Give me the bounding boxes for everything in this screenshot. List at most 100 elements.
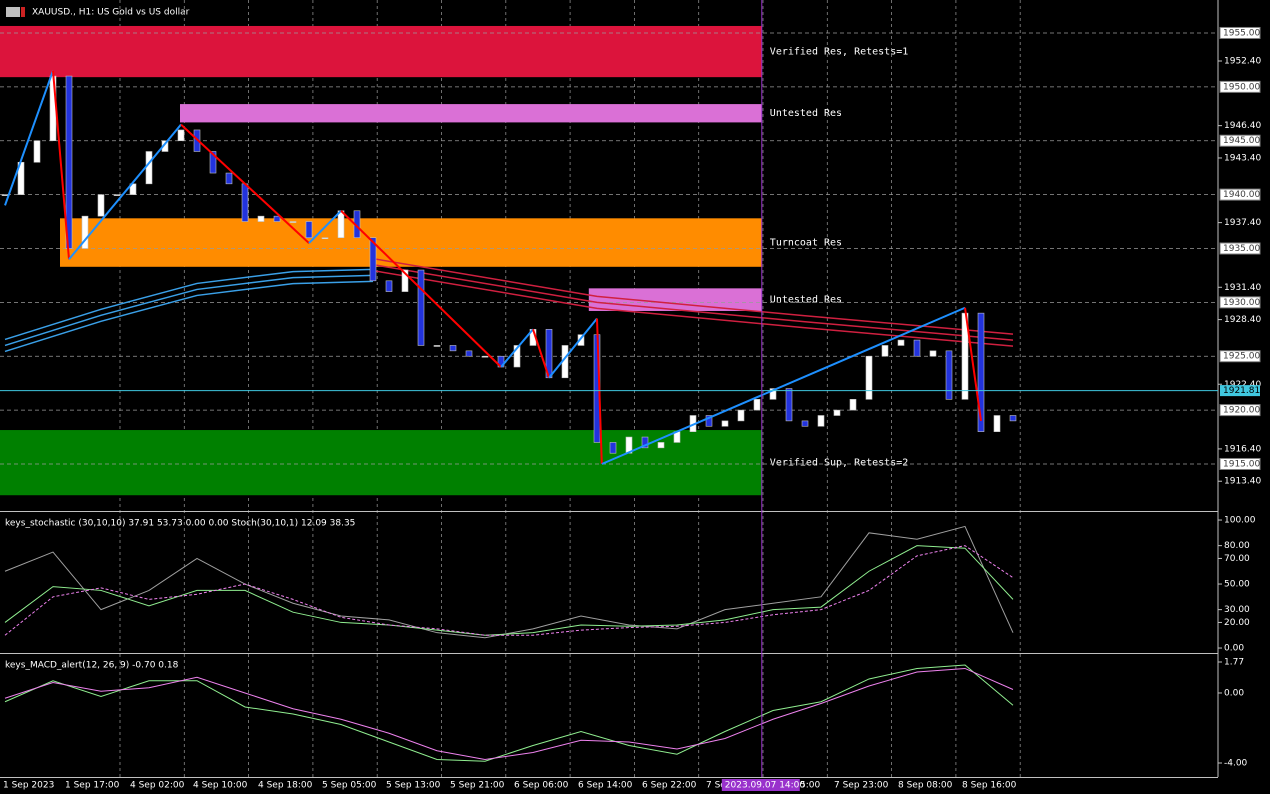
zigzag-segment [340,210,502,368]
candle [209,151,217,174]
indicator-line [4,268,374,341]
candle [849,399,857,411]
y-tick-label: -4.00 [1224,758,1248,768]
candle [65,75,73,249]
candle [705,415,713,427]
y-tick-label: 1928.40 [1224,315,1261,325]
level-box [1219,457,1261,470]
x-tick-label: 8 Sep 16:00 [962,781,1017,791]
candle [401,269,409,292]
candle [97,194,105,217]
candle [273,215,281,222]
candle [993,415,1001,432]
candle [737,409,745,422]
candle [497,355,505,368]
candle [929,350,937,357]
indicator-line [4,525,1014,639]
level-label: 1935.00 [1223,244,1260,254]
y-tick-label: 50.00 [1224,580,1250,590]
zigzag-segment [180,123,310,244]
crosshair-time-label: 2023.09.07 14:00 [725,781,806,791]
x-tick-label: 1 Sep 17:00 [65,781,120,791]
candle [753,399,761,411]
y-tick-label: 80.00 [1224,541,1250,551]
x-tick-label: 4 Sep 02:00 [130,781,185,791]
zigzag-segment [532,328,550,379]
zigzag-segment [52,70,70,260]
indicator-line [4,274,374,347]
zone-label: Untested Res [770,108,842,119]
zigzag-segment [964,307,982,422]
level-label: 1915.00 [1223,459,1260,469]
x-tick-label: 6 Sep 22:00 [642,781,697,791]
level-label: 1950.00 [1223,82,1260,92]
x-tick-label: 7 Se [706,781,726,791]
candle [641,436,649,449]
indicator-line [372,269,1014,347]
candle [977,312,985,432]
level-box [1219,188,1261,201]
zigzag-segment [596,318,603,465]
x-tick-label: 7 Sep 23:00 [834,781,889,791]
candle [817,415,825,427]
candle [785,388,793,422]
zone-label: Verified Res, Retests=1 [770,47,908,58]
candle [1,194,9,196]
y-tick-label: 70.00 [1224,554,1250,564]
y-tick-label: 1952.40 [1224,56,1261,66]
level-label: 1925.00 [1223,352,1260,362]
x-tick-label: 4 Sep 18:00 [258,781,313,791]
x-tick-label: 5 Sep 13:00 [386,781,441,791]
indicator-line [4,545,1014,636]
candle [881,345,889,357]
level-box [1219,296,1261,309]
level-box [1219,404,1261,417]
candle [481,355,489,358]
candle [865,355,873,400]
level-box [1219,242,1261,255]
zigzag-segment [68,123,182,260]
candle [113,194,121,196]
x-tick-label: 4 Sep 10:00 [193,781,248,791]
candle [305,221,313,239]
candle [1009,415,1017,422]
current-price-label: 1921.81 [1223,386,1260,396]
zigzag-segment [500,328,534,368]
zone [588,288,762,311]
candle [417,269,425,346]
y-tick-label: 1922.40 [1224,380,1261,390]
candle [465,350,473,357]
candle [369,237,377,282]
crosshair-time-box [721,779,800,791]
indicator-line [372,257,1014,335]
candle [769,388,777,400]
zigzag-segment [548,317,598,379]
candle [577,334,585,346]
level-label: 1920.00 [1223,406,1260,416]
x-tick-label: 6 Sep 14:00 [578,781,633,791]
zone-label: Verified Sup, Retests=2 [770,458,908,469]
indicator-line [4,664,1014,762]
x-tick-label: 5 Sep 05:00 [322,781,377,791]
candle [657,442,665,449]
candle [385,280,393,292]
candle [225,172,233,185]
candle [897,339,905,346]
x-tick-label: 5:00 [800,781,820,791]
zone [0,25,762,78]
candle [449,345,457,352]
chart-title: XAUUSD., H1: US Gold vs US dollar [32,8,190,18]
y-tick-label: 1937.40 [1224,218,1261,228]
candle [321,237,329,240]
level-box [1219,80,1261,93]
zone-label: Turncoat Res [770,238,842,249]
y-tick-label: 1931.40 [1224,283,1261,293]
indicator-line [4,280,374,353]
candle [241,183,249,222]
y-tick-label: 20.00 [1224,618,1250,628]
zigzag-segment [4,70,54,206]
x-tick-label: 1 Sep 2023 [3,781,54,791]
candle [721,420,729,427]
indicator-title: keys_stochastic (30,10,10) 37.91 53.73 0… [5,519,355,529]
